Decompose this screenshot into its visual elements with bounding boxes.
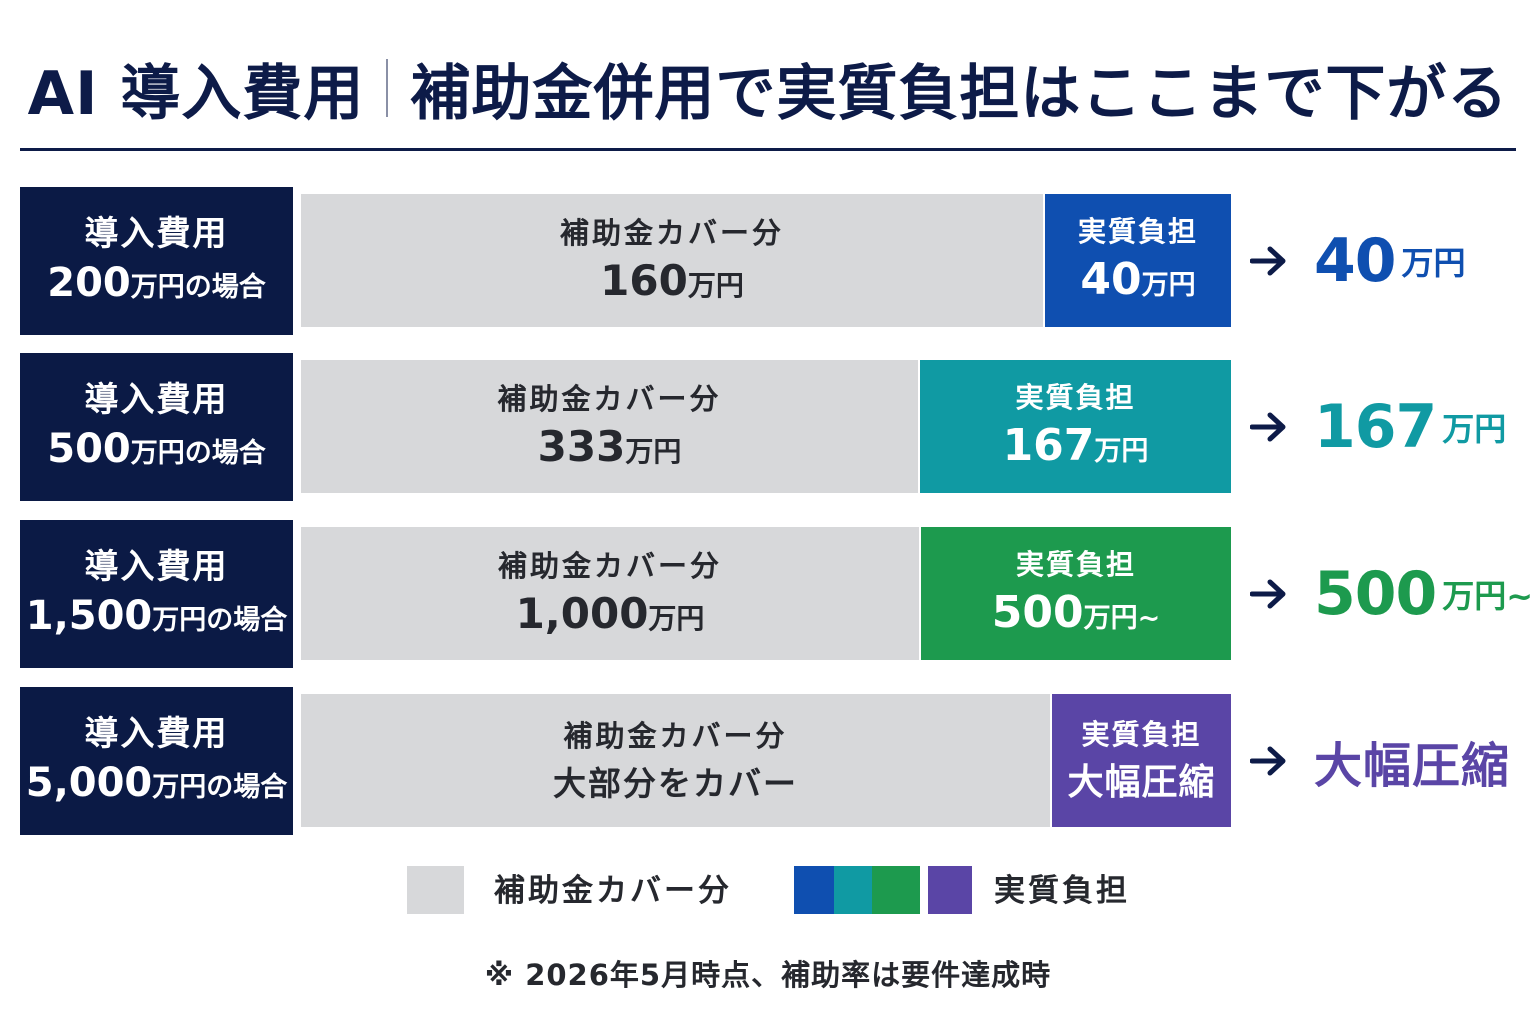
legend-swatch-cover: [407, 866, 464, 914]
burden-text: 大幅圧縮: [1067, 761, 1216, 803]
footnote: ※ 2026年5月時点、補助率は要件達成時: [484, 958, 1052, 992]
row-label-suffix: 万円の場合: [130, 437, 266, 469]
result-value: 167 万円: [1250, 353, 1536, 501]
row-label: 導入費用 200万円の場合: [20, 187, 293, 335]
bar-segment-cover: 補助金カバー分 160万円: [301, 194, 1043, 327]
legend-swatch-burden-green: [872, 866, 920, 914]
chart-title: AI 導入費用 補助金併用で実質負担はここまで下がる: [0, 48, 1536, 129]
row-label-suffix: 万円の場合: [130, 271, 266, 303]
cover-value: 1,000万円: [516, 589, 705, 644]
burden-label: 実質負担: [1015, 547, 1136, 581]
cover-label: 補助金カバー分: [497, 382, 722, 416]
result-text: 大幅圧縮: [1314, 738, 1511, 794]
bar-segment-burden: 実質負担 40万円: [1045, 194, 1231, 327]
bar-segment-cover: 補助金カバー分 333万円: [301, 360, 918, 493]
burden-value-number: 500: [991, 586, 1084, 638]
cover-value-unit: 万円: [625, 435, 682, 468]
bar-segment-burden: 実質負担 500万円~: [921, 527, 1231, 660]
row-label-amount: 500万円の場合: [47, 424, 266, 479]
result-value: 40 万円: [1250, 187, 1536, 335]
cover-value-number: 333: [537, 422, 626, 471]
result-unit: 万円: [1401, 244, 1466, 282]
row-label: 導入費用 5,000万円の場合: [20, 687, 293, 835]
cover-value-unit: 万円: [648, 602, 705, 635]
cover-value-unit: 万円: [687, 269, 744, 302]
arrow-right-icon: [1250, 412, 1286, 442]
legend-label-burden: 実質負担: [994, 873, 1130, 909]
bar-segment-cover: 補助金カバー分 1,000万円: [301, 527, 919, 660]
bar-segment-burden: 実質負担 167万円: [920, 360, 1231, 493]
stacked-bar: 補助金カバー分 160万円 実質負担 40万円: [301, 194, 1231, 327]
legend-label-cover: 補助金カバー分: [494, 873, 732, 909]
stacked-bar: 補助金カバー分 1,000万円 実質負担 500万円~: [301, 527, 1231, 660]
chart-row: 導入費用 5,000万円の場合 補助金カバー分 大部分をカバー 実質負担 大幅圧…: [0, 687, 1536, 835]
burden-label: 実質負担: [1015, 380, 1136, 414]
chart-title-part2: 補助金併用で実質負担はここまで下がる: [410, 58, 1509, 129]
legend: 補助金カバー分 実質負担: [0, 866, 1536, 916]
legend-swatch-burden-purple: [928, 866, 972, 914]
burden-value: 40万円: [1080, 254, 1195, 312]
cover-value-number: 160: [600, 256, 688, 305]
cover-label: 補助金カバー分: [497, 549, 722, 583]
row-label-amount: 200万円の場合: [47, 258, 266, 313]
arrow-right-icon: [1250, 746, 1286, 776]
title-separator: [386, 59, 389, 117]
row-label: 導入費用 1,500万円の場合: [20, 520, 293, 668]
result-number: 40: [1314, 226, 1396, 296]
stacked-bar: 補助金カバー分 333万円 実質負担 167万円: [301, 360, 1231, 493]
row-label-title: 導入費用: [84, 546, 229, 587]
burden-value-unit: 万円: [1141, 269, 1196, 301]
row-label-amount: 5,000万円の場合: [26, 758, 288, 813]
legend-swatch-burden-blue: [794, 866, 834, 914]
row-label-title: 導入費用: [84, 213, 229, 254]
row-label-amount: 1,500万円の場合: [26, 591, 288, 646]
result-unit: 万円: [1442, 410, 1507, 448]
burden-value: 167万円: [1003, 420, 1149, 478]
chart-row: 導入費用 1,500万円の場合 補助金カバー分 1,000万円 実質負担 500…: [0, 520, 1536, 668]
chart-title-part1: AI 導入費用: [27, 58, 365, 129]
arrow-right-icon: [1250, 579, 1286, 609]
row-label-number: 500: [47, 425, 131, 472]
cover-value-number: 1,000: [515, 589, 649, 638]
burden-value-unit: 万円: [1094, 435, 1149, 467]
bar-segment-burden: 実質負担 大幅圧縮: [1052, 694, 1231, 827]
cover-value: 160万円: [600, 256, 744, 311]
row-label-suffix: 万円の場合: [152, 604, 288, 636]
burden-value-number: 40: [1080, 253, 1142, 305]
result-number: 167: [1314, 392, 1437, 462]
row-label-title: 導入費用: [84, 713, 229, 754]
chart-row: 導入費用 500万円の場合 補助金カバー分 333万円 実質負担 167万円 1: [0, 353, 1536, 501]
row-label: 導入費用 500万円の場合: [20, 353, 293, 501]
burden-value-number: 167: [1002, 419, 1095, 471]
row-label-number: 1,500: [25, 592, 153, 639]
arrow-right-icon: [1250, 246, 1286, 276]
cover-label: 補助金カバー分: [559, 216, 784, 250]
stacked-bar: 補助金カバー分 大部分をカバー 実質負担 大幅圧縮: [301, 694, 1231, 827]
title-divider: [20, 148, 1516, 151]
row-label-number: 200: [47, 259, 131, 306]
row-label-number: 5,000: [25, 759, 153, 806]
chart-row: 導入費用 200万円の場合 補助金カバー分 160万円 実質負担 40万円 40: [0, 187, 1536, 335]
row-label-suffix: 万円の場合: [152, 771, 288, 803]
cover-value: 333万円: [538, 422, 682, 477]
cover-text: 大部分をカバー: [553, 763, 798, 803]
legend-swatch-burden-teal: [834, 866, 872, 914]
result-value: 500 万円~: [1250, 520, 1536, 668]
bar-segment-cover: 補助金カバー分 大部分をカバー: [301, 694, 1050, 827]
result-unit: 万円~: [1442, 577, 1534, 615]
row-label-title: 導入費用: [84, 379, 229, 420]
result-value: 大幅圧縮: [1250, 687, 1536, 835]
burden-value-unit: 万円~: [1083, 602, 1161, 634]
cover-label: 補助金カバー分: [563, 718, 788, 753]
result-number: 500: [1314, 559, 1437, 629]
burden-label: 実質負担: [1077, 214, 1198, 248]
burden-label: 実質負担: [1081, 717, 1202, 751]
burden-value: 500万円~: [992, 587, 1160, 645]
